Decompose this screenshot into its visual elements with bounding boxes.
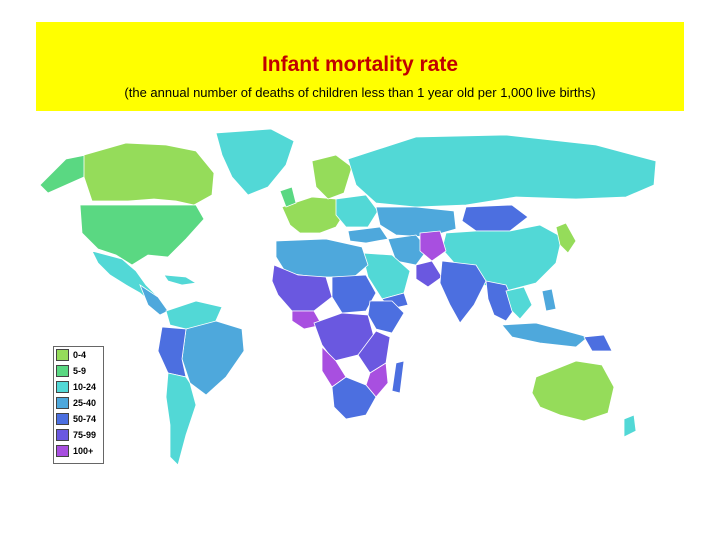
region-brazil (181, 320, 245, 396)
legend-swatch (56, 365, 69, 377)
region-central-america (139, 283, 169, 316)
legend-label: 0-4 (73, 350, 87, 360)
legend-label: 100+ (73, 446, 94, 456)
world-map (39, 128, 657, 466)
legend-label: 10-24 (73, 382, 97, 392)
region-kazakhstan (375, 206, 457, 238)
region-new-zealand (623, 414, 637, 438)
region-madagascar (391, 360, 405, 394)
region-caribbean (163, 274, 198, 286)
legend-item: 25-40 (54, 395, 103, 410)
region-greenland (215, 128, 295, 196)
legend-swatch (56, 397, 69, 409)
map-legend: 0-4 5-9 10-24 25-40 50-74 75-99 100+ (53, 346, 104, 464)
legend-label: 25-40 (73, 398, 97, 408)
region-alaska (39, 154, 87, 194)
region-papua (583, 334, 613, 352)
region-scandinavia (311, 154, 353, 200)
legend-item: 0-4 (54, 347, 103, 362)
legend-swatch (56, 381, 69, 393)
region-australia (531, 360, 615, 422)
region-usa (79, 204, 205, 266)
region-east-africa (357, 330, 391, 374)
region-russia (347, 134, 657, 208)
region-sudan (331, 274, 377, 314)
region-korea-japan (555, 222, 577, 254)
legend-label: 5-9 (73, 366, 87, 376)
region-thailand-vietnam (505, 286, 533, 320)
legend-label: 75-99 (73, 430, 97, 440)
legend-swatch (56, 349, 69, 361)
region-philippines (541, 288, 557, 312)
legend-swatch (56, 445, 69, 457)
legend-label: 50-74 (73, 414, 97, 424)
region-argentina-chile (165, 372, 197, 466)
region-indonesia (501, 322, 589, 348)
legend-item: 50-74 (54, 411, 103, 426)
region-peru-bolivia (157, 326, 187, 378)
region-india (439, 260, 487, 324)
region-mozambique (365, 362, 389, 398)
region-afghanistan (419, 230, 447, 262)
region-mongolia (461, 204, 529, 232)
region-western-europe (281, 196, 347, 234)
map-title: Infant mortality rate (261, 53, 459, 76)
legend-item: 100+ (54, 443, 103, 458)
legend-swatch (56, 429, 69, 441)
title-band: Infant mortality rate (the annual number… (36, 22, 684, 111)
region-southern-africa (331, 376, 377, 420)
legend-item: 5-9 (54, 363, 103, 378)
region-canada (83, 142, 215, 206)
region-uk (279, 186, 297, 208)
region-eastern-europe (335, 194, 379, 228)
legend-swatch (56, 413, 69, 425)
region-pakistan (415, 260, 443, 288)
legend-item: 10-24 (54, 379, 103, 394)
map-subtitle: (the annual number of deaths of children… (124, 85, 596, 100)
legend-item: 75-99 (54, 427, 103, 442)
region-turkey (347, 226, 389, 244)
